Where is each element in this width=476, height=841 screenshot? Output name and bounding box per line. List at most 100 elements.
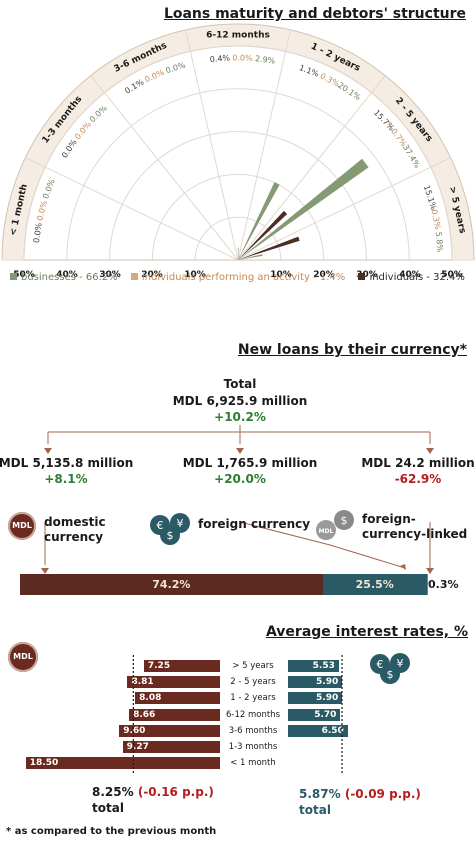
share-segment-foreign: 25.5% xyxy=(322,574,427,595)
foreign-label: foreign currency xyxy=(198,517,311,531)
total-amount: MDL 6,925.9 million xyxy=(172,394,308,408)
value-label-0-3: 2.9% xyxy=(254,54,276,66)
value-label-1-6: 0.3% xyxy=(429,209,442,231)
axis-left-30: 30% xyxy=(99,270,121,280)
legend-label-businesses: businesses - 66.2% xyxy=(21,272,118,283)
svg-text:MDL: MDL xyxy=(319,528,334,535)
wedge-individuals-4 xyxy=(238,255,240,260)
value-label-0-2: 0.0% xyxy=(165,60,187,75)
rates-fx-icon: € ¥ $ xyxy=(370,653,410,684)
mdl-total-word: total xyxy=(92,801,124,815)
linked-label: foreign-currency-linked xyxy=(362,512,468,541)
rate-category-6: < 1 month xyxy=(230,758,276,769)
wedge-businesses-6 xyxy=(238,254,263,260)
svg-text:¥: ¥ xyxy=(397,657,404,670)
legend-swatch-businesses xyxy=(10,273,17,280)
linked-change: -62.9% xyxy=(394,472,442,486)
mdl-rate-bar-1: 8.81 xyxy=(127,676,220,689)
value-label-2-2: 0.1% xyxy=(123,77,145,95)
rates-total-lines xyxy=(132,655,343,773)
domestic-change: +8.1% xyxy=(44,472,88,486)
rate-category-2: 1 - 2 years xyxy=(230,693,276,704)
axis-left-10: 10% xyxy=(184,270,206,280)
total-label: Total xyxy=(223,377,257,391)
share-label-linked: 0.3% xyxy=(428,578,459,591)
mdl-total-value: 8.25% xyxy=(92,785,134,799)
category-label-3: 6-12 months xyxy=(206,31,270,41)
rate-category-3: 6-12 months xyxy=(225,709,280,720)
maturity-polar-chart: < 1 month 0.0%0.0%0.0%1-3 months 0.0%0.0%0… xyxy=(1,23,475,261)
footnote: * as compared to the previous month xyxy=(6,826,217,837)
value-label-1-4: 0.3% xyxy=(319,71,342,88)
value-label-2-6: 15.1% xyxy=(422,184,439,211)
fx-rate-bar-0: 5.53 xyxy=(288,660,339,672)
domestic-amount: MDL 5,135.8 million xyxy=(0,456,133,470)
fx-total-value: 5.87% xyxy=(299,787,341,801)
mdl-currency-icon: MDL xyxy=(8,512,36,540)
grid-ring-20 xyxy=(151,173,325,261)
fx-rate-bar-1: 5.90 xyxy=(288,676,343,689)
wedge-businesses-3 xyxy=(237,247,239,260)
linked-currency-icon: MDL $ xyxy=(316,510,354,540)
domestic-label: domestic currency xyxy=(44,515,106,544)
spoke-3 xyxy=(184,29,239,261)
axis-left-50: 50% xyxy=(13,270,35,280)
rates-title: Average interest rates, % xyxy=(265,624,468,640)
wedge-individuals-performing-an-activity-4 xyxy=(238,258,239,260)
maturity-legend: businesses - 66.2% individuals performin… xyxy=(10,272,475,283)
axis-right-30: 30% xyxy=(356,270,378,280)
mdl-rate-bar-0: 7.25 xyxy=(143,660,220,672)
value-label-1-0: 0.0% xyxy=(35,199,49,221)
value-label-0-0: 0.0% xyxy=(41,178,57,201)
rates-mdl-icon: MDL xyxy=(8,642,38,672)
wedge-businesses-4 xyxy=(238,182,280,260)
value-label-2-1: 0.0% xyxy=(60,137,79,159)
linked-amount: MDL 24.2 million xyxy=(361,456,475,470)
legend-swatch-individuals-activity xyxy=(130,273,138,280)
value-label-0-1: 0.0% xyxy=(88,103,109,124)
value-label-1-3: 0.0% xyxy=(232,53,253,62)
foreign-change: +20.0% xyxy=(214,472,266,486)
rate-category-4: 3-6 months xyxy=(228,725,278,736)
axis-right-10: 10% xyxy=(270,270,292,280)
legend-label-individuals: individuals - 32.4% xyxy=(369,272,465,283)
grid-ring-40 xyxy=(66,88,410,261)
svg-text:€: € xyxy=(377,658,384,671)
mdl-rate-bar-6: 18.50 xyxy=(25,757,220,770)
spoke-6 xyxy=(237,157,451,261)
mdl-rate-bar-4: 9.60 xyxy=(119,724,220,737)
spoke-5 xyxy=(237,75,386,261)
share-label-foreign: 25.5% xyxy=(355,578,394,591)
grid-ring-50 xyxy=(23,45,453,261)
wedge-individuals-performing-an-activity-5 xyxy=(238,257,241,260)
foreign-amount: MDL 1,765.9 million xyxy=(182,456,318,470)
share-label-domestic: 74.2% xyxy=(152,578,191,591)
spoke-4 xyxy=(237,29,292,261)
share-segment-domestic: 74.2% xyxy=(20,574,323,595)
fx-rate-bar-3: 5.70 xyxy=(288,708,341,721)
rate-category-0: > 5 years xyxy=(232,661,274,671)
total-change: +10.2% xyxy=(214,410,266,424)
spoke-2 xyxy=(90,75,239,261)
wedge-individuals-6 xyxy=(238,236,300,260)
wedge-businesses-5 xyxy=(238,158,369,260)
currency-share-bar: 74.2% 25.5% xyxy=(20,574,428,595)
fx-rate-bar-4: 6.50 xyxy=(288,724,348,737)
legend-individuals-activity: individuals performing an activity - 1.4… xyxy=(130,272,346,283)
svg-text:€: € xyxy=(157,519,164,532)
svg-text:$: $ xyxy=(341,514,348,527)
mdl-rate-bar-3: 8.66 xyxy=(129,708,220,721)
fx-total-word: total xyxy=(299,803,331,817)
maturity-title: Loans maturity and debtors' structure xyxy=(163,6,466,22)
value-label-0-5: 37.4% xyxy=(401,143,422,170)
share-segment-linked xyxy=(426,574,428,595)
value-label-0-4: 20.1% xyxy=(336,81,363,103)
fx-rate-bar-2: 5.90 xyxy=(288,692,343,705)
mdl-rate-bar-5: 9.27 xyxy=(122,741,220,753)
value-label-0-6: 5.8% xyxy=(434,231,445,252)
legend-individuals: individuals - 32.4% xyxy=(358,272,465,283)
legend-label-individuals-activity: individuals performing an activity - 1.4… xyxy=(141,272,346,283)
mdl-total: 8.25% (-0.16 p.p.) xyxy=(92,785,214,800)
legend-businesses: businesses - 66.2% xyxy=(10,272,118,283)
currency-title: New loans by their currency* xyxy=(237,342,467,358)
